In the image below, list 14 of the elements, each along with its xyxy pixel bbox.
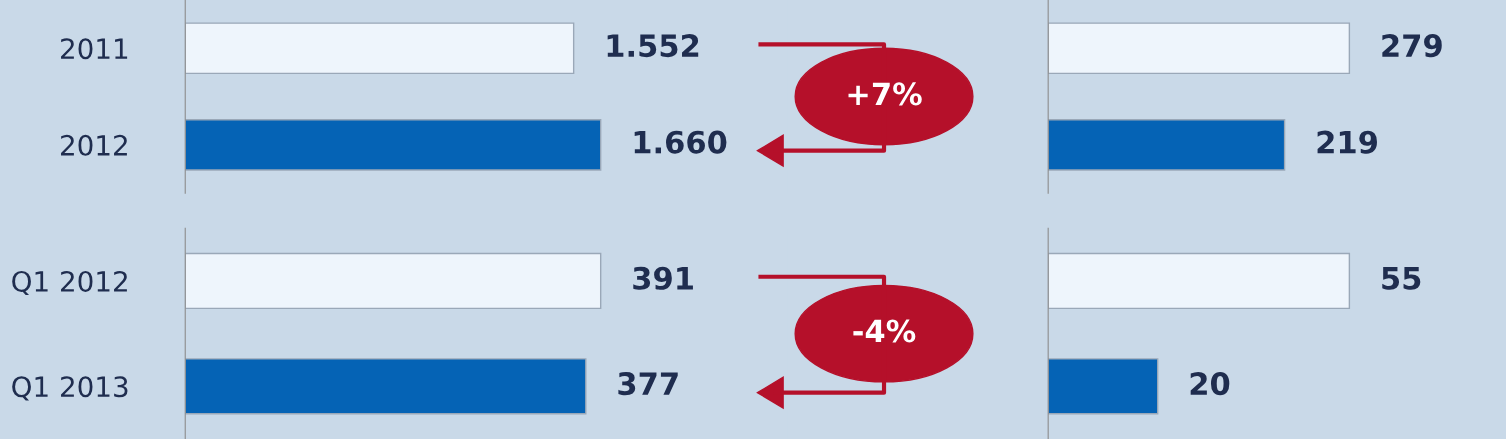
data-label: 20 [1190,372,1230,396]
data-label: 279 [1382,34,1442,58]
data-label: 377 [618,372,678,396]
data-label: 219 [1317,130,1377,154]
y-tick-label: Q1 2013 [12,376,128,401]
data-label: 391 [633,266,693,290]
y-tick-label: Q1 2012 [12,270,127,296]
text: +7% [848,82,922,106]
y-tick-label: 2012 [61,134,127,156]
data-label: 55 [1382,267,1421,290]
data-label: 1.552 [607,34,699,58]
data-label: 1.660 [634,130,727,154]
y-tick-label: 2011 [61,38,128,60]
text: -4% [853,319,916,343]
